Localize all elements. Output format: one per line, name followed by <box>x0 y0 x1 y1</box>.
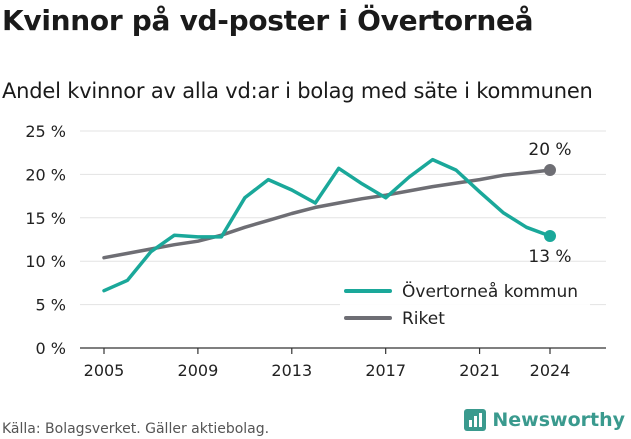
end-label-kommun: 13 % <box>528 247 571 267</box>
x-tick-label: 2021 <box>459 361 500 380</box>
x-tick-label: 2017 <box>365 361 406 380</box>
series-line-riket <box>102 168 552 260</box>
y-tick-label: 10 % <box>25 252 66 271</box>
x-tick-label: 2005 <box>84 361 125 380</box>
x-tick-label: 2024 <box>530 361 571 380</box>
y-tick-label: 15 % <box>25 209 66 228</box>
x-tick-label: 2009 <box>178 361 219 380</box>
chart-subtitle: Andel kvinnor av alla vd:ar i bolag med … <box>2 79 593 103</box>
bar-chart-logo-icon <box>464 409 487 431</box>
legend-box <box>340 274 590 334</box>
end-point-kommun <box>544 230 556 243</box>
brand-logo[interactable]: Newsworthy <box>464 409 625 431</box>
end-label-riket: 20 % <box>528 140 571 160</box>
legend-label-kommun: Övertorneå kommun <box>402 280 578 302</box>
x-tick-label: 2013 <box>271 361 312 380</box>
end-point-riket <box>544 164 556 177</box>
series-line-kommun <box>102 157 552 293</box>
legend-label-riket: Riket <box>402 309 445 329</box>
y-tick-label: 5 % <box>36 296 66 315</box>
y-tick-label: 20 % <box>25 165 66 184</box>
y-tick-label: 0 % <box>36 339 66 358</box>
source-note: Källa: Bolagsverket. Gäller aktiebolag. <box>2 421 270 437</box>
chart-title: Kvinnor på vd-poster i Övertorneå <box>2 4 534 37</box>
brand-name: Newsworthy <box>492 409 625 431</box>
y-tick-label: 25 % <box>25 122 66 141</box>
